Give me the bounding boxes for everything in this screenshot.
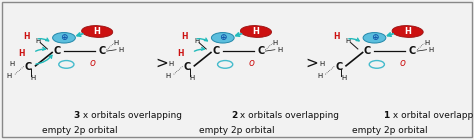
Text: >: > xyxy=(156,55,168,71)
Ellipse shape xyxy=(82,26,113,37)
Ellipse shape xyxy=(53,33,75,43)
Text: H: H xyxy=(23,32,29,41)
Text: 2: 2 xyxy=(231,111,237,120)
Text: H: H xyxy=(18,49,25,58)
Text: H: H xyxy=(341,75,346,81)
Text: C: C xyxy=(183,62,191,72)
Text: H: H xyxy=(113,40,119,46)
Text: C: C xyxy=(212,46,219,56)
Text: H: H xyxy=(317,73,323,79)
Text: empty 2p orbital: empty 2p orbital xyxy=(42,126,118,135)
Ellipse shape xyxy=(211,33,234,43)
Ellipse shape xyxy=(363,33,386,43)
Text: C: C xyxy=(335,62,343,72)
Text: C: C xyxy=(25,62,32,72)
Text: C: C xyxy=(364,46,371,56)
Text: H: H xyxy=(189,75,195,81)
Text: 3: 3 xyxy=(73,111,80,120)
Text: H: H xyxy=(333,32,340,41)
Text: C: C xyxy=(53,46,61,56)
Text: x orbitals overlapping: x orbitals overlapping xyxy=(80,111,182,120)
Ellipse shape xyxy=(392,26,423,37)
Text: o: o xyxy=(90,58,95,68)
Text: empty 2p orbital: empty 2p orbital xyxy=(199,126,275,135)
Text: H: H xyxy=(428,47,434,53)
Text: C: C xyxy=(98,46,106,56)
Text: 1: 1 xyxy=(383,111,390,120)
Text: H: H xyxy=(30,75,36,81)
Text: H: H xyxy=(272,40,278,46)
Text: ⊕: ⊕ xyxy=(60,33,68,42)
Text: H: H xyxy=(253,27,259,36)
Text: H: H xyxy=(319,61,325,67)
FancyBboxPatch shape xyxy=(2,2,472,137)
Text: H: H xyxy=(165,73,171,79)
Text: H: H xyxy=(7,73,12,79)
Text: H: H xyxy=(424,40,429,46)
Text: ⊕: ⊕ xyxy=(219,33,227,42)
Text: H: H xyxy=(9,61,15,67)
Text: x orbitals overlapping: x orbitals overlapping xyxy=(237,111,339,120)
Text: H: H xyxy=(346,38,351,44)
Text: H: H xyxy=(277,47,283,53)
Text: C: C xyxy=(409,46,416,56)
Text: H: H xyxy=(177,49,183,58)
Text: H: H xyxy=(182,32,188,41)
Text: H: H xyxy=(404,27,411,36)
Text: H: H xyxy=(35,38,41,44)
Text: H: H xyxy=(118,47,124,53)
Text: o: o xyxy=(400,58,406,68)
Text: o: o xyxy=(248,58,254,68)
Text: H: H xyxy=(194,38,200,44)
Text: >: > xyxy=(306,55,318,71)
Text: ⊕: ⊕ xyxy=(371,33,378,42)
Text: H: H xyxy=(94,27,100,36)
Ellipse shape xyxy=(240,26,272,37)
Text: x orbital overlapping: x orbital overlapping xyxy=(390,111,474,120)
Text: H: H xyxy=(168,61,173,67)
Text: C: C xyxy=(257,46,264,56)
Text: empty 2p orbital: empty 2p orbital xyxy=(352,126,428,135)
